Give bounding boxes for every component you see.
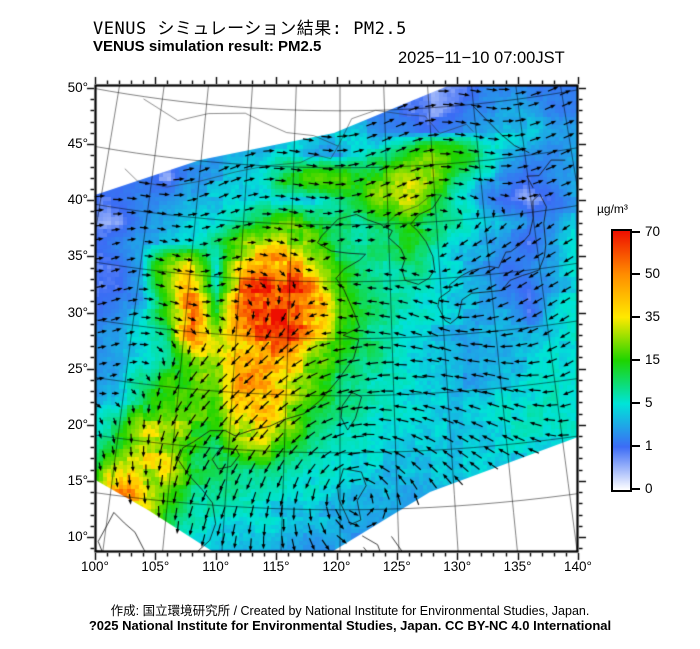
- license-line: ?025 National Institute for Environmenta…: [88, 618, 612, 633]
- title-japanese: VENUS シミュレーション結果: PM2.5: [93, 19, 407, 39]
- colorbar-tick: [632, 230, 640, 233]
- colorbar-gradient: [611, 229, 632, 492]
- lat-tick-label: 25°: [67, 360, 88, 376]
- lat-tick-label: 20°: [67, 416, 88, 432]
- colorbar-tick-label: 50: [645, 266, 661, 282]
- colorbar-tick: [632, 273, 640, 276]
- lat-tick-label: 40°: [67, 192, 88, 208]
- colorbar-tick-label: 5: [645, 394, 653, 410]
- timestamp: 2025−11−10 07:00JST: [398, 49, 565, 67]
- colorbar-tick: [632, 316, 640, 319]
- colorbar-tick: [632, 487, 640, 490]
- colorbar-tick-label: 1: [645, 437, 653, 453]
- lon-tick-label: 115°: [262, 559, 290, 574]
- title-english: VENUS simulation result: PM2.5: [93, 38, 322, 55]
- lon-tick-label: 100°: [81, 559, 109, 574]
- colorbar-tick: [632, 401, 640, 404]
- lat-tick-label: 30°: [67, 304, 88, 320]
- lon-tick-label: 105°: [141, 559, 170, 574]
- lat-tick-label: 15°: [67, 472, 88, 488]
- colorbar-tick-label: 35: [645, 309, 661, 325]
- colorbar-tick: [632, 444, 640, 447]
- colorbar-unit-label: µg/m³: [597, 202, 628, 216]
- lat-tick-label: 50°: [67, 80, 88, 95]
- colorbar-tick-label: 70: [645, 223, 661, 239]
- colorbar-tick-label: 15: [645, 352, 661, 367]
- lon-tick-label: 110°: [202, 559, 230, 574]
- lat-tick-label: 45°: [67, 136, 88, 152]
- lat-tick-label: 35°: [67, 248, 88, 264]
- colorbar-tick: [632, 359, 640, 361]
- lon-tick-label: 125°: [382, 559, 411, 574]
- colorbar-tick-label: 0: [645, 480, 653, 496]
- lon-tick-label: 130°: [443, 559, 472, 574]
- lon-tick-label: 135°: [503, 559, 532, 574]
- lon-tick-label: 120°: [322, 559, 351, 574]
- credit-line: 作成: 国立環境研究所 / Created by National Instit…: [110, 604, 590, 618]
- lat-tick-label: 10°: [67, 529, 88, 544]
- lon-tick-label: 140°: [564, 559, 592, 574]
